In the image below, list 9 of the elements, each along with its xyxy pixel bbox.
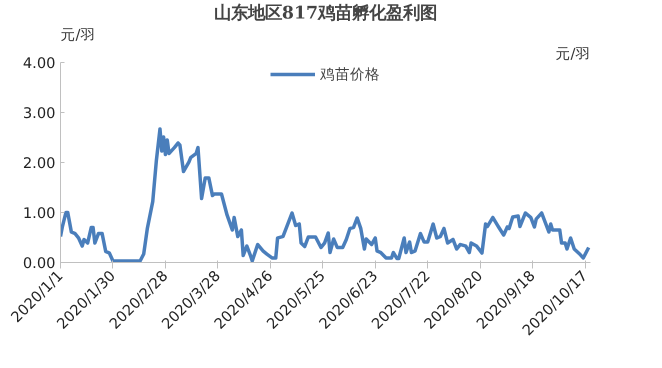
chart-title: 山东地区817鸡苗孵化盈利图 [214, 4, 438, 24]
y-axis-title: 元/羽 [60, 26, 96, 44]
y-tick-label: 1.00 [22, 205, 56, 222]
legend-label: 鸡苗价格 [320, 64, 380, 84]
y-tick-label: 0.00 [22, 255, 56, 272]
y2-axis-title: 元/羽 [556, 46, 591, 62]
y-tick-label: 4.00 [22, 55, 56, 72]
y-tick-label: 3.00 [22, 105, 56, 122]
y-tick-label: 2.00 [22, 155, 56, 172]
